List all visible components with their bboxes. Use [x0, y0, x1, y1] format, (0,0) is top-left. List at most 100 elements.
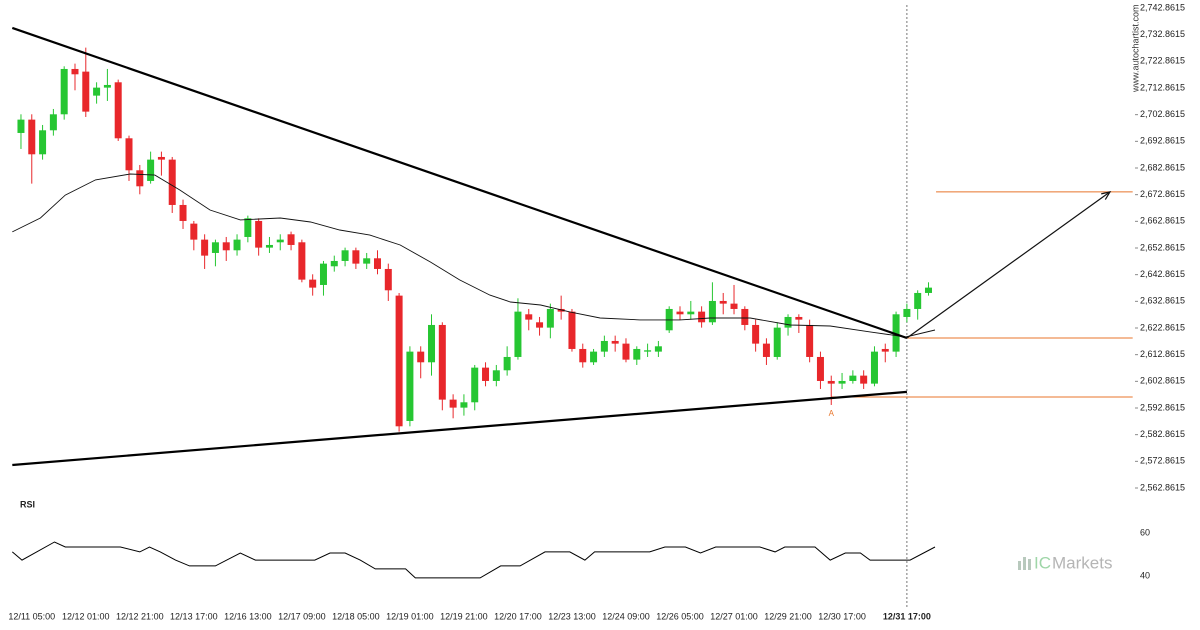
candle-body — [471, 367, 479, 403]
candle-body — [536, 322, 544, 328]
candle-body — [525, 314, 533, 320]
candle-body — [330, 260, 338, 267]
candle-body — [438, 324, 446, 400]
candle-body — [201, 239, 209, 256]
y-tick-label: 2,722.8615 — [1140, 56, 1185, 66]
candle-body — [644, 350, 652, 352]
candle-body — [752, 324, 760, 344]
x-tick-label: 12/26 05:00 — [656, 611, 704, 621]
x-tick-label: 12/27 01:00 — [710, 611, 758, 621]
candle-body — [903, 308, 911, 317]
moving-average — [12, 173, 936, 338]
candle-body — [795, 316, 803, 320]
y-tick-label: 2,742.8615 — [1140, 2, 1185, 12]
x-tick-label: 12/11 05:00 — [8, 611, 55, 621]
x-tick-label: 12/20 17:00 — [494, 611, 542, 621]
trendline — [11, 26, 908, 340]
candle-body — [352, 250, 360, 264]
candle-body — [568, 311, 576, 349]
x-tick-label: 12/24 09:00 — [602, 611, 650, 621]
candle-body — [147, 159, 155, 181]
candle-body — [319, 263, 327, 285]
candle-body — [363, 258, 371, 264]
candle-body — [49, 114, 57, 131]
trendline — [12, 390, 907, 467]
candle-body — [406, 351, 414, 421]
candle-body — [654, 346, 662, 352]
candle-body — [309, 279, 317, 288]
x-tick-label: 12/17 09:00 — [278, 611, 326, 621]
y-tick-label: 2,732.8615 — [1140, 29, 1185, 39]
candle-body — [233, 239, 241, 251]
y-tick-label: 2,632.8615 — [1140, 296, 1185, 306]
rsi-tick-label: 40 — [1140, 570, 1150, 580]
y-tick-label: 2,672.8615 — [1140, 189, 1185, 199]
candle-body — [762, 343, 770, 357]
candle-body — [503, 356, 511, 371]
rsi-tick-label: 60 — [1140, 527, 1150, 537]
brand-prefix: IC — [1034, 553, 1051, 572]
candle-body — [211, 242, 219, 253]
candle-body — [622, 343, 630, 360]
y-tick-label: 2,572.8615 — [1140, 456, 1185, 466]
candle-body — [600, 340, 608, 352]
y-tick-label: 2,562.8615 — [1140, 482, 1185, 492]
candle-body — [698, 311, 706, 323]
x-tick-label: 12/31 17:00 — [883, 611, 931, 621]
candle-body — [892, 314, 900, 352]
y-tick-label: 2,582.8615 — [1140, 429, 1185, 439]
y-tick-label: 2,592.8615 — [1140, 402, 1185, 412]
candle-body — [579, 348, 587, 363]
candle-body — [341, 250, 349, 261]
candle-body — [514, 311, 522, 357]
candle-body — [708, 300, 716, 323]
candle-body — [222, 242, 230, 251]
candle-body — [611, 340, 619, 344]
y-tick-label: 2,712.8615 — [1140, 82, 1185, 92]
rsi-title: RSI — [20, 499, 35, 509]
candle-body — [546, 308, 554, 328]
candle-body — [82, 71, 90, 112]
candle-body — [39, 130, 47, 155]
candle-body — [827, 380, 835, 384]
x-tick-label: 12/29 21:00 — [764, 611, 812, 621]
x-tick-label: 12/30 17:00 — [818, 611, 866, 621]
forecast-arrow — [906, 191, 1111, 339]
x-tick-label: 12/16 13:00 — [224, 611, 272, 621]
candle-body — [125, 138, 133, 171]
y-tick-label: 2,642.8615 — [1140, 269, 1185, 279]
candle-body — [244, 218, 252, 237]
x-tick-label: 12/19 01:00 — [386, 611, 434, 621]
pattern-point-label: A — [829, 409, 835, 418]
candle-body — [428, 324, 436, 363]
arrow-head — [1101, 190, 1112, 200]
candle-body — [816, 356, 824, 381]
candle-body — [157, 156, 165, 160]
candle-body — [590, 351, 598, 363]
brand-name: Markets — [1052, 553, 1112, 572]
candle-body — [784, 316, 792, 328]
candle-body — [276, 239, 284, 243]
candle-body — [373, 258, 381, 269]
candle-body — [28, 119, 36, 155]
y-tick-label: 2,682.8615 — [1140, 162, 1185, 172]
y-tick-label: 2,702.8615 — [1140, 109, 1185, 119]
candle-body — [741, 308, 749, 325]
candle-body — [287, 234, 295, 245]
candle-body — [417, 351, 425, 363]
candle-body — [255, 220, 263, 248]
rsi-line — [11, 541, 936, 579]
watermark: www.autochartist.com — [1130, 4, 1140, 93]
candle-body — [449, 399, 457, 408]
candle-body — [60, 68, 68, 115]
candle-body — [71, 68, 79, 75]
y-tick-label: 2,662.8615 — [1140, 216, 1185, 226]
candle-body — [719, 300, 727, 304]
candle-body — [860, 375, 868, 384]
candle-body — [395, 295, 403, 427]
candle-body — [114, 82, 122, 139]
candle-body — [914, 292, 922, 309]
candle-body — [806, 324, 814, 357]
candle-body — [93, 87, 101, 96]
candle-body — [881, 348, 889, 352]
